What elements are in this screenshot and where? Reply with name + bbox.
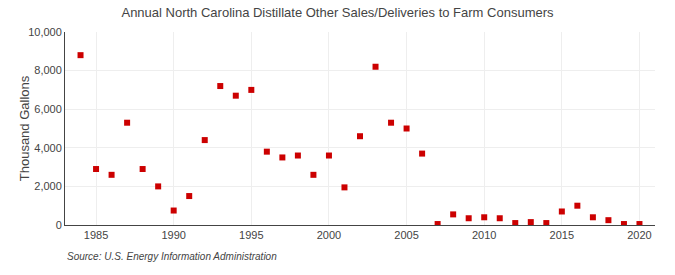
svg-text:4,000: 4,000: [34, 142, 62, 154]
svg-text:Annual North Carolina Distilla: Annual North Carolina Distillate Other S…: [121, 5, 554, 20]
svg-text:2000: 2000: [317, 229, 341, 241]
svg-text:2005: 2005: [394, 229, 418, 241]
svg-text:2010: 2010: [472, 229, 496, 241]
svg-text:2020: 2020: [627, 229, 651, 241]
svg-text:1995: 1995: [239, 229, 263, 241]
svg-text:6,000: 6,000: [34, 103, 62, 115]
svg-text:Source: U.S. Energy Informatio: Source: U.S. Energy Information Administ…: [67, 251, 277, 262]
svg-text:1990: 1990: [161, 229, 185, 241]
svg-text:10,000: 10,000: [28, 26, 62, 38]
svg-text:2,000: 2,000: [34, 180, 62, 192]
svg-text:1985: 1985: [84, 229, 108, 241]
svg-text:Thousand Gallons: Thousand Gallons: [17, 75, 32, 181]
svg-text:2015: 2015: [550, 229, 574, 241]
svg-text:8,000: 8,000: [34, 64, 62, 76]
svg-text:0: 0: [56, 219, 62, 231]
